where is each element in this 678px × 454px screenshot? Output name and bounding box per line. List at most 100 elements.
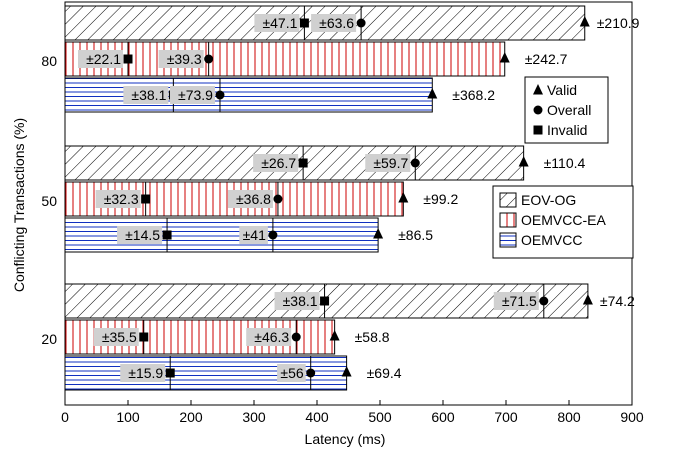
valid-error-label-group: ±69.4 [367, 365, 402, 381]
overall-marker [268, 230, 278, 240]
invalid-marker [139, 332, 149, 342]
legend-invalid-label: Invalid [547, 122, 587, 138]
valid-error-label: ±99.2 [423, 191, 458, 207]
marker-legend: Valid Overall Invalid [524, 76, 609, 144]
overall-error-label-group: ±36.8 [227, 190, 273, 208]
valid-error-label-group: ±210.9 [597, 15, 640, 31]
overall-error-label-bg [239, 226, 268, 244]
overall-error-label: ±41 [243, 227, 266, 243]
overall-error-label-group: ±56 [277, 364, 306, 382]
overall-error-label: ±71.5 [502, 293, 537, 309]
valid-marker [373, 228, 384, 239]
y-tick-label: 20 [41, 331, 57, 347]
overall-error-label-group: ±41 [239, 226, 268, 244]
invalid-error-label-group: ±26.7 [253, 154, 299, 172]
valid-error-label: ±86.5 [398, 227, 433, 243]
invalid-error-label-bg [254, 14, 300, 32]
legend-label-oemvcc: OEMVCC [521, 232, 582, 248]
legend-circle-marker [533, 105, 543, 115]
overall-error-label: ±46.3 [254, 329, 289, 345]
invalid-error-label-bg [93, 328, 139, 346]
overall-error-label-bg [246, 328, 292, 346]
invalid-error-label: ±22.1 [86, 51, 121, 67]
invalid-error-label-bg [274, 292, 320, 310]
x-tick-label: 200 [179, 409, 203, 425]
overall-error-label-group: ±46.3 [246, 328, 292, 346]
valid-marker [579, 16, 590, 27]
overall-error-label-bg [277, 364, 306, 382]
overall-marker [356, 18, 366, 28]
bar-oemvcc-ea [64, 41, 506, 77]
invalid-error-label-group: ±35.5 [93, 328, 139, 346]
overall-error-label: ±39.3 [167, 51, 202, 67]
bar-oemvcc [64, 77, 433, 113]
valid-marker [582, 294, 593, 305]
invalid-marker [162, 230, 172, 240]
overall-error-label-group: ±63.6 [311, 14, 357, 32]
valid-error-label: ±58.8 [355, 329, 390, 345]
data-labels: ±47.1 ±63.6 ±210.9 ±22.1 ±39.3 ±242.7 ±38.1 ±73… [78, 14, 640, 382]
invalid-error-label-bg [253, 154, 299, 172]
legend-square-marker [533, 125, 543, 135]
overall-marker [215, 90, 225, 100]
overall-error-label: ±59.7 [373, 155, 408, 171]
legend-overall-label: Overall [547, 102, 591, 118]
invalid-marker [123, 54, 133, 64]
valid-marker [398, 192, 409, 203]
x-axis-label: Latency (ms) [305, 431, 386, 447]
legend-swatch-eov-og [499, 192, 517, 208]
invalid-error-label-group: ±38.1 [123, 86, 169, 104]
invalid-error-label-group: ±38.1 [274, 292, 320, 310]
invalid-error-label: ±38.1 [131, 87, 166, 103]
overall-error-label-bg [158, 50, 204, 68]
valid-marker [329, 330, 340, 341]
valid-error-label-group: ±110.4 [544, 155, 586, 171]
y-tick-label: 80 [41, 53, 57, 69]
overall-marker [306, 368, 316, 378]
invalid-error-label-bg [78, 50, 123, 68]
bar-oemvcc [64, 217, 379, 253]
legend-valid-label: Valid [547, 82, 577, 98]
invalid-error-label-bg [95, 190, 141, 208]
invalid-error-label: ±15.9 [128, 365, 163, 381]
x-tick-label: 300 [242, 409, 266, 425]
invalid-error-label-bg [120, 364, 166, 382]
overall-error-label-bg [227, 190, 273, 208]
x-tick-label: 500 [368, 409, 392, 425]
axes: 0 100 200 300 400 500 600 700 800 900 80 50 20 [41, 1, 644, 425]
overall-marker [291, 332, 301, 342]
x-tick-label: 0 [61, 409, 69, 425]
overall-error-label-bg [365, 154, 411, 172]
valid-error-label: ±110.4 [544, 155, 586, 171]
valid-error-label: ±242.7 [525, 51, 568, 67]
invalid-marker [299, 18, 309, 28]
x-tick-label: 100 [116, 409, 140, 425]
legend-swatch-oemvcc [499, 232, 517, 248]
invalid-marker [141, 194, 151, 204]
valid-error-label-group: ±99.2 [423, 191, 458, 207]
x-tick-label: 800 [557, 409, 581, 425]
overall-marker [539, 296, 549, 306]
x-tick-label: 400 [305, 409, 329, 425]
overall-error-label-group: ±59.7 [365, 154, 411, 172]
y-axis-label: Conflicting Transactions (%) [11, 118, 27, 292]
invalid-error-label-bg [117, 226, 163, 244]
valid-error-label: ±210.9 [597, 15, 640, 31]
overall-marker [204, 54, 214, 64]
invalid-error-label: ±35.5 [102, 329, 137, 345]
overall-error-label: ±73.9 [178, 87, 213, 103]
invalid-error-label: ±47.1 [262, 15, 297, 31]
invalid-marker [165, 368, 175, 378]
x-tick-label: 700 [494, 409, 518, 425]
overall-marker [410, 158, 420, 168]
valid-error-label: ±368.2 [452, 87, 495, 103]
valid-error-label: ±74.2 [600, 293, 635, 309]
overall-error-label-group: ±73.9 [169, 86, 215, 104]
invalid-marker [320, 296, 330, 306]
overall-error-label-bg [169, 86, 215, 104]
series-legend: EOV-OG OEMVCC-EA OEMVCC [492, 185, 634, 259]
overall-error-label: ±56 [280, 365, 303, 381]
invalid-error-label-group: ±15.9 [120, 364, 166, 382]
valid-error-label: ±69.4 [367, 365, 402, 381]
